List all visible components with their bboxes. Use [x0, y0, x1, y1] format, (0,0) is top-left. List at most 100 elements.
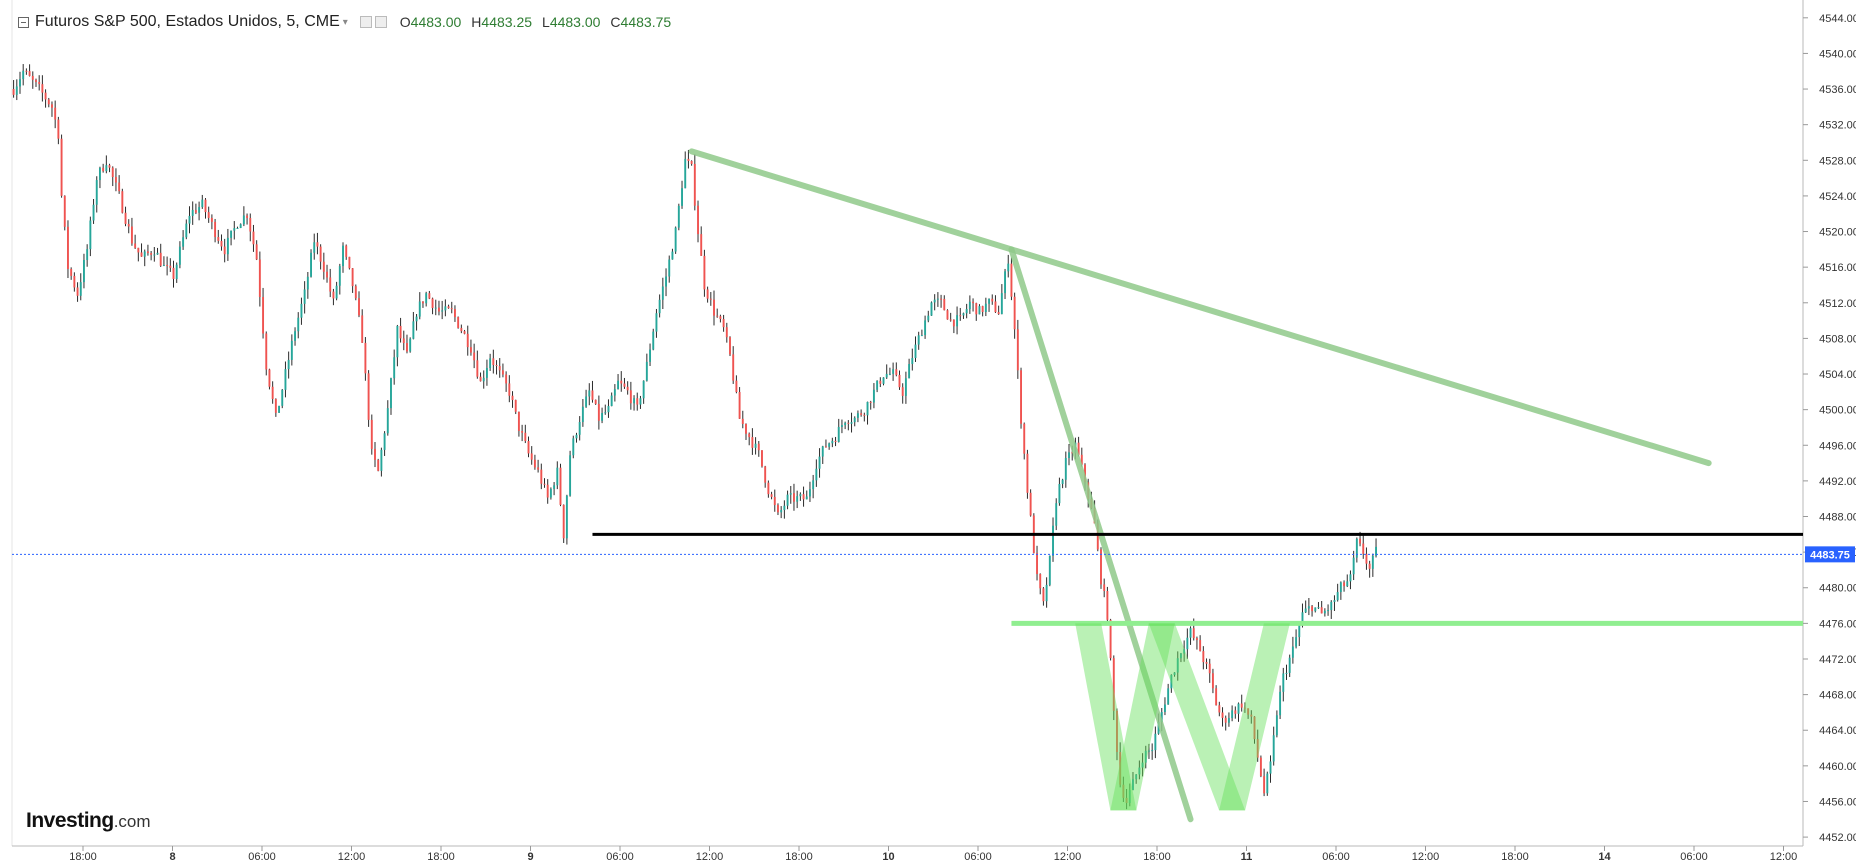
candle [38, 75, 41, 91]
candle-body [1064, 458, 1067, 480]
candle-body [1343, 582, 1346, 587]
candle-body [1179, 653, 1182, 659]
candle-body [409, 338, 412, 352]
w-pattern[interactable] [1075, 623, 1290, 811]
candle [185, 219, 188, 240]
candle [98, 166, 101, 189]
candle-body [997, 312, 1000, 315]
candle [396, 324, 399, 367]
candle [268, 368, 271, 390]
candle [150, 250, 153, 261]
candle [1125, 788, 1128, 810]
chevron-down-icon[interactable]: ▾ [342, 16, 348, 28]
candle [722, 314, 725, 332]
candle [636, 392, 639, 411]
close-icon[interactable] [374, 16, 387, 28]
candle-body [482, 377, 485, 382]
candle [1231, 705, 1234, 722]
candle [639, 395, 642, 409]
candle-body [1253, 716, 1256, 740]
candle [831, 437, 834, 448]
candle [565, 494, 568, 545]
candle [962, 312, 965, 319]
candle [207, 206, 210, 223]
x-tick-label: 18:00 [785, 851, 813, 863]
candle [31, 71, 34, 89]
candle [866, 401, 869, 425]
candle-body [399, 325, 402, 339]
candle [35, 78, 37, 87]
candle [140, 243, 143, 257]
candle [492, 349, 495, 374]
candle-body [610, 395, 613, 407]
candle [95, 176, 98, 213]
candle [885, 364, 888, 379]
candle [12, 80, 15, 98]
candle-body [1170, 674, 1173, 689]
candle [1048, 555, 1051, 587]
candle [1307, 598, 1310, 616]
candle-body [729, 337, 731, 355]
candle-body [431, 298, 434, 309]
candle [860, 409, 863, 417]
candle-body [492, 358, 495, 366]
candle [1282, 667, 1285, 702]
trendline[interactable] [688, 148, 1712, 467]
candle [415, 314, 418, 331]
candle [1349, 570, 1352, 590]
candle-body [815, 468, 818, 481]
candle [856, 410, 859, 423]
candle-body [44, 92, 47, 100]
candle-body [962, 313, 965, 316]
settings-icon[interactable] [359, 16, 372, 28]
candle-body [1218, 705, 1221, 713]
candle-body [453, 309, 456, 318]
candle [214, 218, 217, 243]
candle-body [546, 484, 549, 498]
candle [226, 228, 229, 261]
candle-body [396, 325, 399, 358]
candle [796, 490, 799, 509]
candle [533, 454, 536, 470]
candle-body [19, 79, 21, 87]
candle-body [1339, 582, 1342, 593]
candle-body [911, 358, 914, 365]
candle [1154, 726, 1157, 759]
candle [73, 272, 76, 292]
candle-body [588, 390, 591, 397]
candle-body [194, 209, 197, 213]
time-axis[interactable]: 18:00 8 06:00 12:00 18:00 9 06:00 12:00 18:00 10 0… [69, 846, 1797, 863]
candle [121, 188, 124, 214]
candle [940, 294, 943, 308]
candle [1285, 664, 1288, 680]
candle-body [463, 331, 466, 334]
candle-body [981, 306, 984, 313]
candle [1023, 422, 1026, 460]
candle-body [1336, 592, 1339, 601]
candle-body [1317, 607, 1320, 609]
candle-body [28, 71, 31, 76]
candle [665, 268, 667, 297]
candle [83, 253, 85, 289]
candle-body [952, 319, 955, 327]
price-axis[interactable]: 4544.00 4540.00 4536.00 4532.00 4528.00 4524.… [1803, 13, 1856, 844]
candle-body [697, 205, 699, 235]
candle-body [869, 401, 872, 403]
candle-body [153, 254, 156, 256]
candle [1221, 707, 1224, 727]
collapse-icon[interactable] [18, 16, 29, 28]
candle [406, 334, 408, 354]
candle [322, 252, 325, 280]
candle-body [226, 237, 229, 255]
candle [546, 479, 549, 504]
candle-body [79, 282, 82, 296]
candle-body [1029, 492, 1032, 516]
candle [527, 436, 530, 458]
candle-body [89, 220, 92, 250]
symbol-title[interactable]: Futuros S&P 500, Estados Unidos, 5, CME [35, 13, 340, 30]
candle [201, 194, 204, 209]
candle-body [476, 360, 479, 377]
candle-body [1058, 483, 1061, 504]
